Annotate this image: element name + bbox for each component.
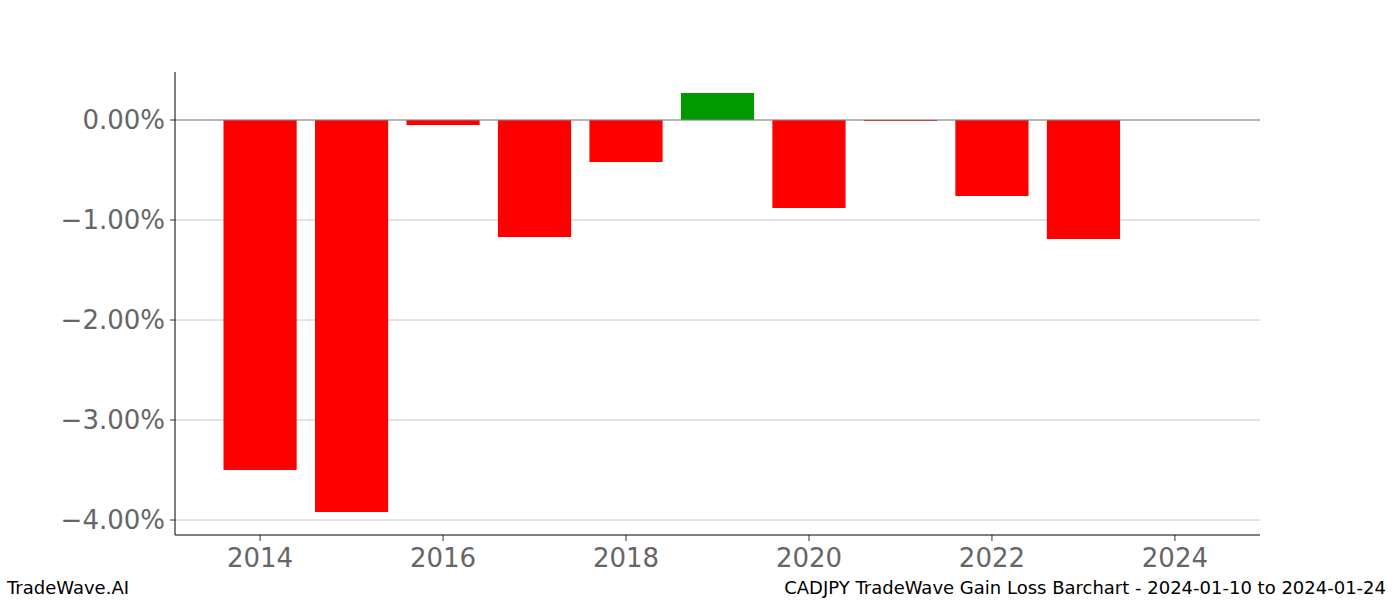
- x-tick: [1174, 535, 1175, 541]
- zero-line: [175, 120, 1260, 121]
- y-tick: [170, 220, 175, 221]
- bar: [406, 120, 479, 125]
- y-axis: [175, 72, 176, 535]
- x-tick-label: 2018: [593, 543, 659, 573]
- x-tick: [808, 535, 809, 541]
- x-tick-label: 2020: [776, 543, 842, 573]
- bar: [772, 120, 845, 208]
- y-tick: [170, 120, 175, 121]
- y-tick-label: −4.00%: [61, 505, 165, 535]
- bar: [223, 120, 296, 470]
- bars: [223, 93, 1120, 512]
- y-tick: [170, 520, 175, 521]
- x-tick: [626, 535, 627, 541]
- source: TradeWave.AI: [6, 577, 129, 598]
- x-axis: [175, 535, 1260, 536]
- y-tick-label: −2.00%: [61, 305, 165, 335]
- y-tick-label: −1.00%: [61, 205, 165, 235]
- bar: [681, 93, 754, 120]
- x-tick: [443, 535, 444, 541]
- title: CADJPY TradeWave Gain Loss Barchart - 20…: [784, 577, 1386, 598]
- grid-line: [175, 120, 1260, 121]
- x-tick-label: 2024: [1142, 543, 1208, 573]
- grid-line: [175, 520, 1260, 521]
- bar: [955, 120, 1028, 196]
- bar: [498, 120, 571, 237]
- y-tick: [170, 420, 175, 421]
- x-tick: [991, 535, 992, 541]
- y-tick-label: 0.00%: [82, 105, 165, 135]
- bar: [315, 120, 388, 512]
- x-tick-label: 2016: [410, 543, 476, 573]
- x-tick-label: 2014: [227, 543, 293, 573]
- y-tick-label: −3.00%: [61, 405, 165, 435]
- background: [0, 0, 1400, 600]
- bar: [589, 120, 662, 162]
- bar: [1047, 120, 1120, 239]
- x-tick-label: 2022: [959, 543, 1025, 573]
- x-tick: [260, 535, 261, 541]
- y-tick: [170, 320, 175, 321]
